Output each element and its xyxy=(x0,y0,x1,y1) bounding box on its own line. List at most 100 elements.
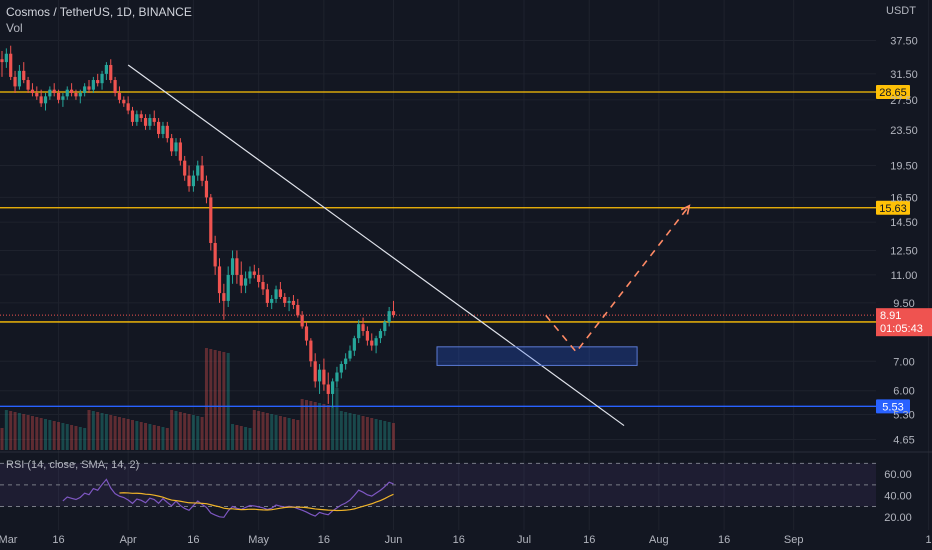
candle[interactable] xyxy=(309,338,313,367)
candle[interactable] xyxy=(222,283,226,320)
candle[interactable] xyxy=(22,62,26,84)
candle[interactable] xyxy=(274,285,278,303)
candle[interactable] xyxy=(204,175,209,204)
candle[interactable] xyxy=(17,64,21,90)
candle[interactable] xyxy=(157,118,161,139)
candle[interactable] xyxy=(248,266,252,284)
candle[interactable] xyxy=(96,73,100,87)
candle[interactable] xyxy=(139,110,143,122)
candle[interactable] xyxy=(339,361,343,379)
candle[interactable] xyxy=(143,114,148,130)
symbol-title[interactable]: Cosmos / TetherUS, 1D, BINANCE xyxy=(6,5,192,19)
candle[interactable] xyxy=(348,345,352,362)
candle[interactable] xyxy=(130,106,135,126)
candle[interactable] xyxy=(191,170,195,192)
candle[interactable] xyxy=(217,258,222,303)
candle-body xyxy=(4,53,8,63)
candle[interactable] xyxy=(117,86,122,104)
candle[interactable] xyxy=(39,89,43,107)
candle[interactable] xyxy=(244,271,248,294)
candle[interactable] xyxy=(344,353,348,370)
candle[interactable] xyxy=(313,353,317,388)
candle[interactable] xyxy=(165,121,169,143)
candle[interactable] xyxy=(387,306,391,327)
candle[interactable] xyxy=(0,51,4,77)
demand-zone[interactable] xyxy=(436,346,638,366)
candle[interactable] xyxy=(200,155,204,187)
candle[interactable] xyxy=(104,62,108,81)
candle[interactable] xyxy=(352,335,356,356)
candle[interactable] xyxy=(361,317,365,336)
candle[interactable] xyxy=(383,319,387,336)
candle[interactable] xyxy=(100,70,104,90)
candle[interactable] xyxy=(30,83,35,97)
candle[interactable] xyxy=(170,133,174,156)
candle[interactable] xyxy=(261,274,265,296)
candle[interactable] xyxy=(83,83,87,97)
candle[interactable] xyxy=(270,295,274,310)
candle[interactable] xyxy=(61,92,65,107)
candle[interactable] xyxy=(304,321,309,346)
candle-body xyxy=(239,274,243,286)
candle[interactable] xyxy=(13,70,17,93)
candle[interactable] xyxy=(287,296,291,312)
candle[interactable] xyxy=(56,89,61,104)
candle[interactable] xyxy=(331,378,335,408)
candle[interactable] xyxy=(152,110,156,126)
candle[interactable] xyxy=(52,83,56,97)
rsi-label[interactable]: RSI (14, close, SMA, 14, 2) xyxy=(6,459,140,471)
candle[interactable] xyxy=(209,193,213,251)
candle[interactable] xyxy=(378,328,383,344)
candle[interactable] xyxy=(213,235,217,275)
candle[interactable] xyxy=(283,293,287,307)
candle[interactable] xyxy=(74,89,78,100)
candle[interactable] xyxy=(296,298,300,318)
candle[interactable] xyxy=(174,138,178,156)
candle[interactable] xyxy=(317,364,322,394)
candle[interactable] xyxy=(178,138,182,166)
candle[interactable] xyxy=(391,300,396,318)
candle[interactable] xyxy=(43,92,48,111)
candle[interactable] xyxy=(183,155,187,181)
candle[interactable] xyxy=(365,326,369,346)
candle[interactable] xyxy=(335,366,339,388)
candle[interactable] xyxy=(91,76,95,93)
candle[interactable] xyxy=(257,268,261,288)
candle[interactable] xyxy=(70,83,74,97)
candle[interactable] xyxy=(370,333,374,351)
candle[interactable] xyxy=(322,358,326,391)
candle[interactable] xyxy=(278,281,282,299)
candle[interactable] xyxy=(239,261,243,294)
candle[interactable] xyxy=(374,335,378,354)
candle[interactable] xyxy=(26,76,30,93)
candle[interactable] xyxy=(326,372,330,404)
candle[interactable] xyxy=(109,59,113,84)
candle[interactable] xyxy=(65,86,69,100)
candle[interactable] xyxy=(300,311,304,329)
candle-body xyxy=(283,296,287,303)
candle[interactable] xyxy=(135,110,139,126)
candle[interactable] xyxy=(48,86,52,100)
candle[interactable] xyxy=(35,86,39,100)
candle[interactable] xyxy=(265,283,269,307)
candle[interactable] xyxy=(87,80,91,93)
candle[interactable] xyxy=(113,76,117,97)
candle[interactable] xyxy=(226,266,230,307)
candle[interactable] xyxy=(252,264,256,279)
candle[interactable] xyxy=(235,250,239,284)
candle[interactable] xyxy=(148,114,152,130)
candle-body xyxy=(383,321,387,332)
candle[interactable] xyxy=(230,250,235,284)
candle[interactable] xyxy=(357,319,361,344)
candle[interactable] xyxy=(161,121,165,139)
candle[interactable] xyxy=(126,96,130,115)
candle[interactable] xyxy=(122,96,126,107)
candle[interactable] xyxy=(196,160,200,181)
candle[interactable] xyxy=(187,165,191,192)
candle[interactable] xyxy=(4,48,8,68)
candle[interactable] xyxy=(78,89,82,104)
candle[interactable] xyxy=(9,45,13,81)
projection-path[interactable] xyxy=(545,205,690,354)
candle[interactable] xyxy=(291,295,296,310)
